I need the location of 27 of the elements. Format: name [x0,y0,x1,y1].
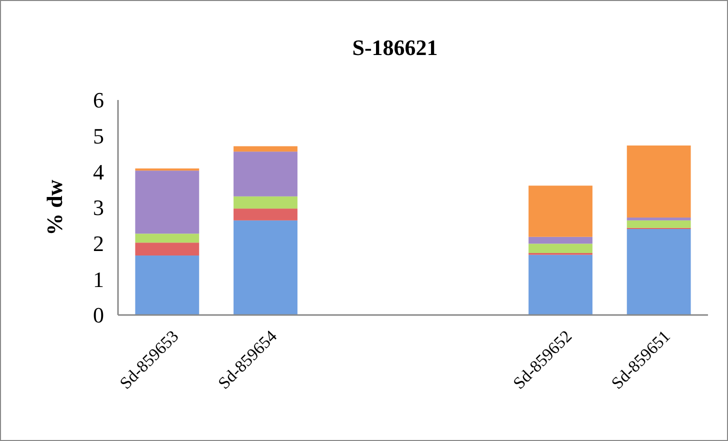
bar [234,146,298,152]
bar [528,186,592,237]
bar [135,234,200,243]
bar [234,208,298,220]
bar [626,218,691,220]
y-tick-label: 4 [93,159,104,184]
chart-title: S-186621 [352,35,438,60]
bar [528,236,592,244]
y-tick-label: 1 [93,266,104,292]
bar [135,256,200,315]
bar [626,229,691,315]
y-tick-label: 6 [93,88,104,113]
bar [135,170,200,234]
bar [626,220,691,228]
bar [528,254,592,315]
bar [135,168,200,171]
bar [626,146,691,218]
y-tick-label: 2 [93,231,104,256]
y-axis-title: % dw [42,180,67,236]
y-tick-label: 3 [93,195,104,220]
bar [234,220,298,315]
bar [234,196,298,209]
bar [135,242,200,256]
y-tick-label: 5 [93,124,104,149]
bar [234,152,298,196]
bar [528,244,592,254]
y-tick-label: 0 [93,302,104,328]
